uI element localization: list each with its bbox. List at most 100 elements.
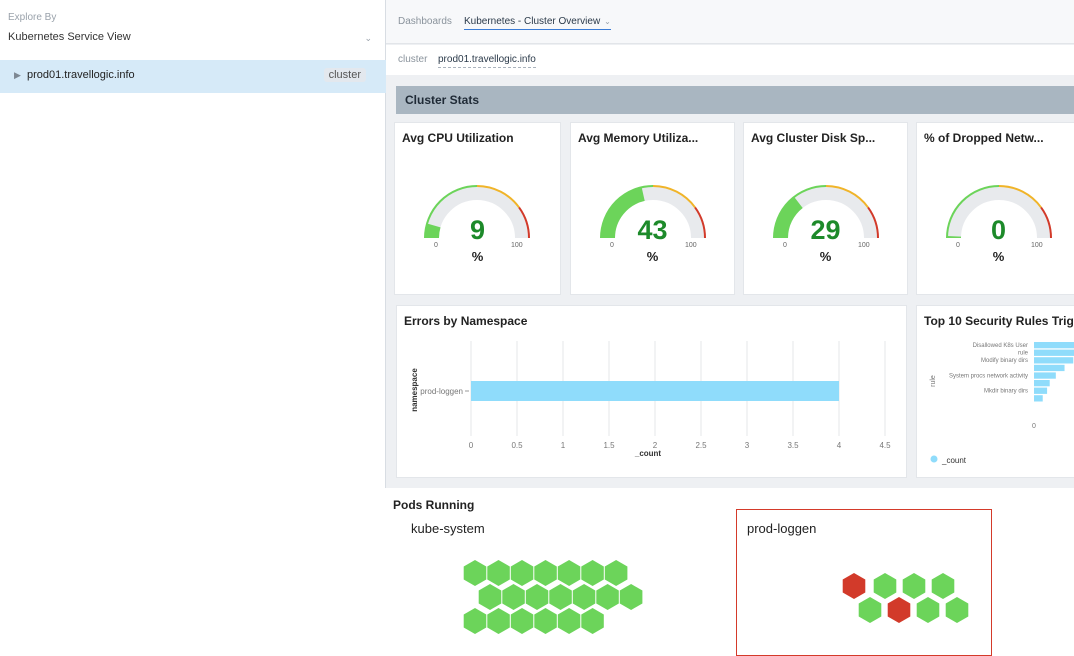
pod-running (534, 608, 557, 634)
x-tick-label: 4 (837, 441, 842, 450)
panel-title: Errors by Namespace (404, 314, 528, 328)
panel-title: Avg Cluster Disk Sp... (751, 131, 876, 145)
errors-chart: 0 0.5 1 1.5 2 2.5 3 3.5 4 4.5 prod-loggen _count nam… (410, 341, 891, 458)
pod-running (581, 560, 604, 586)
panel-title: Top 10 Security Rules Trig (924, 314, 1074, 328)
x-axis-label: _count (634, 449, 662, 458)
x-tick-label: 0 (469, 441, 474, 450)
pod-running (902, 573, 926, 599)
gauge-warning-band (825, 185, 869, 209)
pod-running (572, 584, 596, 610)
gauge-min: 0 (434, 242, 438, 249)
y-axis-label: rule (930, 375, 937, 387)
errors-by-namespace-panel[interactable]: Errors by Namespace 0 0.5 1 1.5 2 2.5 3 3.5 4 4.5… (396, 305, 907, 478)
tree-item-cluster[interactable]: ▶ prod01.travellogic.info cluster (0, 60, 386, 93)
x-tick-label: 4.5 (879, 441, 891, 450)
x-tick-label: 3 (745, 441, 750, 450)
expand-caret-icon[interactable]: ▶ (14, 70, 21, 80)
gauge-warning-band (998, 185, 1042, 209)
pod-running (510, 560, 534, 586)
bar (1034, 364, 1065, 372)
gauge-fill (425, 223, 441, 239)
gauge-unit: % (471, 249, 484, 264)
section-title: Cluster Stats (405, 93, 480, 107)
pod-running (463, 560, 487, 586)
bar (471, 381, 839, 401)
gauge-panel-network[interactable]: % of Dropped Netw... 0 % 0 100 (916, 122, 1074, 295)
gauge-value: 43 (637, 215, 668, 245)
gauge-critical-band (518, 206, 530, 239)
pod-running (549, 584, 572, 610)
pod-running (916, 597, 940, 623)
pods-honeycomb (463, 560, 969, 634)
security-rules-panel[interactable]: Top 10 Security Rules Trig Disallowed K8… (916, 305, 1074, 478)
y-tick-label: prod-loggen (420, 387, 463, 396)
dashboard-title: Kubernetes - Cluster Overview (464, 16, 601, 27)
panel-title: Avg CPU Utilization (402, 131, 514, 145)
pod-running (604, 560, 628, 586)
pod-group-title: prod-loggen (747, 521, 817, 536)
gauge-value: 29 (810, 215, 841, 245)
tree-item-label: prod01.travellogic.info (27, 69, 135, 81)
gauge-critical-band (694, 206, 706, 239)
bar (1034, 387, 1048, 394)
gauge-max: 100 (1031, 242, 1043, 249)
gauge-fill (601, 187, 646, 239)
pod-running (945, 597, 969, 623)
x-tick-label: 0.5 (511, 441, 523, 450)
filter-bar: cluster prod01.travellogic.info (386, 45, 1074, 75)
pod-running (463, 608, 487, 634)
y-tick-label: rule (1018, 351, 1029, 357)
pod-running (931, 573, 955, 599)
explore-by-value: Kubernetes Service View (8, 31, 131, 43)
sidebar: Explore By Kubernetes Service View ⌄ ▶ p… (0, 0, 386, 656)
gauge-unit: % (646, 249, 659, 264)
pod-running (858, 597, 882, 623)
dashboard-selector[interactable]: Kubernetes - Cluster Overview ⌄ (464, 16, 611, 30)
explore-by-label: Explore By (8, 12, 57, 23)
y-tick-label: Modify binary dirs (981, 358, 1028, 364)
explore-by-select[interactable]: Kubernetes Service View ⌄ (8, 31, 376, 47)
pod-running (525, 584, 549, 610)
y-tick-label: System procs network activity (949, 373, 1028, 379)
gauge-value: 9 (469, 215, 486, 245)
gauge-panel-cpu[interactable]: Avg CPU Utilization 9 % 0 100 (394, 122, 561, 295)
bar (1034, 372, 1056, 379)
pod-running (487, 608, 510, 634)
filter-value[interactable]: prod01.travellogic.info (438, 54, 536, 68)
main-content: Dashboards Kubernetes - Cluster Overview… (385, 0, 1074, 656)
pod-running (557, 560, 581, 586)
gauge-min: 0 (610, 242, 614, 249)
pod-running (619, 584, 643, 610)
gauge-panel-disk[interactable]: Avg Cluster Disk Sp... 29 % 0 100 (743, 122, 908, 295)
gauge-track (947, 186, 1051, 239)
panel-title: % of Dropped Netw... (924, 131, 1044, 145)
bar (1034, 349, 1074, 356)
gauge-critical-band (1040, 206, 1052, 239)
x-tick-label: 1.5 (603, 441, 615, 450)
legend-swatch (930, 455, 938, 463)
gauge-panel-memory[interactable]: Avg Memory Utiliza... 43 % 0 100 (570, 122, 735, 295)
gauge-warning-band (652, 185, 696, 209)
chevron-down-icon: ⌄ (364, 33, 372, 43)
chevron-down-icon: ⌄ (604, 17, 611, 26)
y-tick-label: Mkdir binary dirs (984, 389, 1028, 395)
gauge-value: 0 (990, 215, 1007, 245)
legend-label: _count (941, 456, 967, 465)
x-tick-label: 3.5 (787, 441, 799, 450)
breadcrumb-dashboards[interactable]: Dashboards (398, 16, 452, 27)
bar (1034, 395, 1043, 402)
section-header-cluster-stats[interactable]: Cluster Stats (396, 86, 1074, 114)
pod-failed (842, 573, 866, 599)
panel-title: Pods Running (393, 498, 475, 512)
gauge-disk (773, 185, 879, 239)
pod-running (873, 573, 897, 599)
pod-running (502, 584, 525, 610)
pod-running (581, 608, 604, 634)
filter-key: cluster (398, 54, 428, 65)
tree-item-tag: cluster (323, 68, 366, 82)
y-axis-label: namespace (410, 368, 419, 412)
pods-running-panel: Pods Running kube-system prod-loggen (385, 488, 1074, 656)
bar (1034, 357, 1074, 364)
